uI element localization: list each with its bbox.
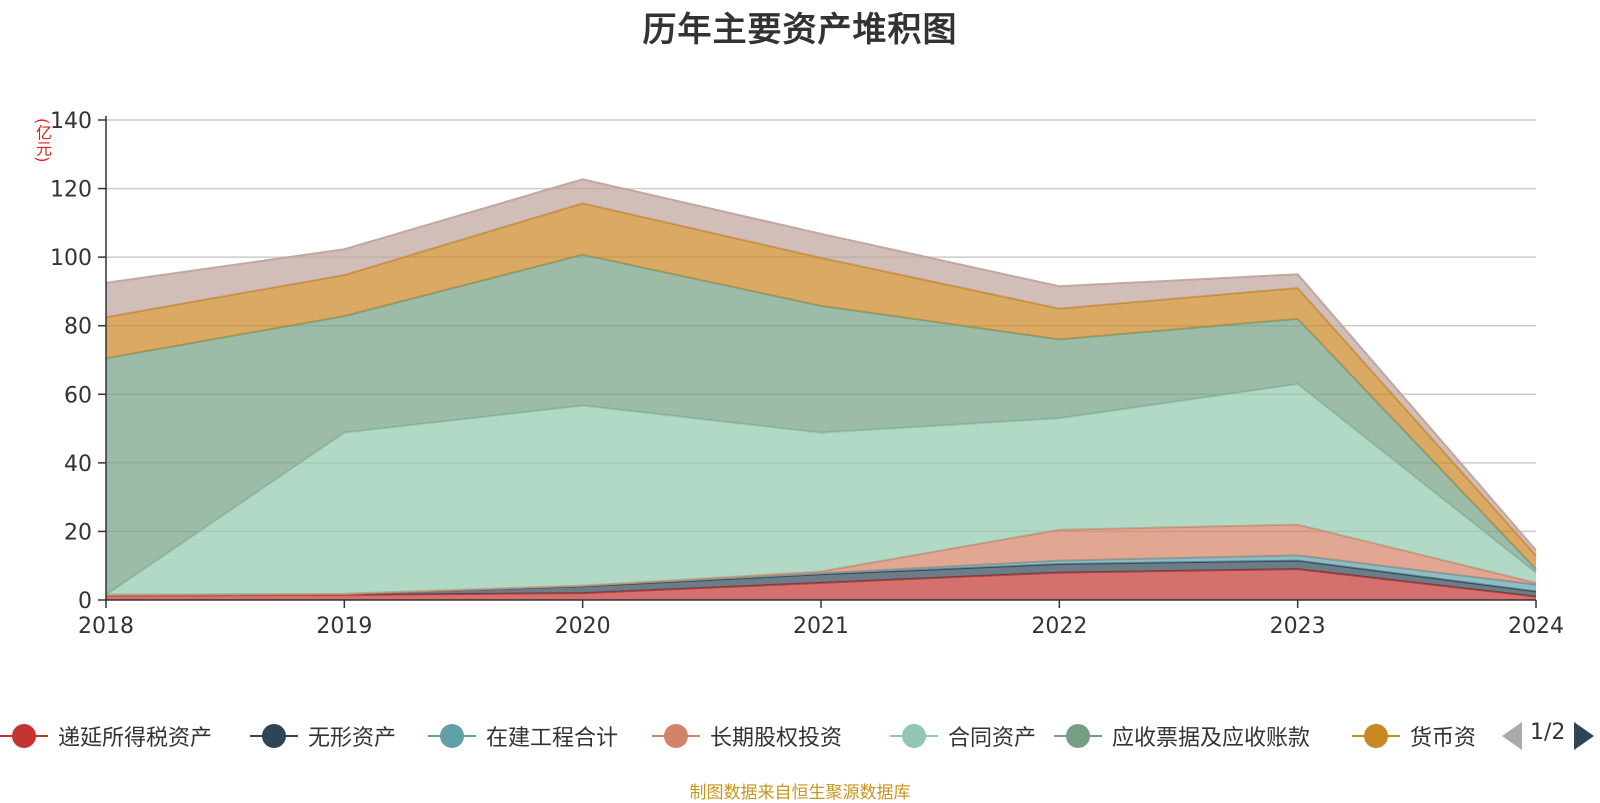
- y-axis-unit: (亿元): [33, 118, 52, 163]
- x-tick-label: 2024: [1508, 614, 1564, 639]
- x-tick-label: 2022: [1031, 614, 1087, 639]
- x-tick-label: 2023: [1270, 614, 1326, 639]
- area-series-7: [106, 179, 1536, 556]
- legend-label: 在建工程合计: [486, 726, 619, 751]
- legend-marker-icon: [250, 722, 298, 750]
- area-series-6: [106, 203, 1536, 570]
- legend-marker-icon: [890, 722, 938, 750]
- x-tick-label: 2020: [555, 614, 611, 639]
- legend-marker-icon: [652, 722, 700, 750]
- y-tick-label: 40: [64, 452, 92, 477]
- legend-marker-icon: [0, 722, 48, 750]
- area-line-7: [105, 178, 1537, 551]
- y-tick-label: 120: [50, 178, 92, 203]
- area-series-1: [106, 560, 1536, 597]
- area-series-0: [106, 569, 1536, 600]
- y-tick-label: 100: [50, 246, 92, 271]
- y-tick-label: 20: [64, 520, 92, 545]
- area-series-3: [106, 524, 1536, 595]
- legend: 递延所得税资产 无形资产 在建工程合计 长期股权投资 合同资产 应收票据及应收账款 货币资: [0, 716, 1490, 756]
- chart-title: 历年主要资产堆积图: [642, 10, 958, 50]
- x-tick-label: 2018: [78, 614, 134, 639]
- y-tick-label: 0: [78, 589, 92, 614]
- pager-text: 1/2: [1530, 720, 1566, 745]
- area-series-5: [106, 254, 1536, 595]
- legend-marker-icon: [428, 722, 476, 750]
- source-note: 制图数据来自恒生聚源数据库: [689, 783, 911, 803]
- legend-label: 无形资产: [308, 726, 397, 751]
- legend-label: 应收票据及应收账款: [1112, 726, 1311, 751]
- legend-pager: 1/2: [1492, 716, 1600, 756]
- legend-label: 递延所得税资产: [58, 726, 213, 751]
- pager-prev-icon[interactable]: [1502, 722, 1522, 750]
- legend-marker-icon: [1054, 722, 1102, 750]
- x-tick-label: 2021: [793, 614, 849, 639]
- legend-label: 货币资: [1410, 726, 1477, 751]
- area-series-4: [106, 384, 1536, 595]
- pager-next-icon[interactable]: [1574, 722, 1594, 750]
- y-tick-label: 80: [64, 315, 92, 340]
- legend-label: 合同资产: [948, 726, 1037, 751]
- y-tick-label: 140: [50, 109, 92, 134]
- y-tick-label: 60: [64, 383, 92, 408]
- x-tick-label: 2019: [316, 614, 372, 639]
- legend-marker-icon: [1352, 722, 1400, 750]
- legend-label: 长期股权投资: [710, 726, 843, 751]
